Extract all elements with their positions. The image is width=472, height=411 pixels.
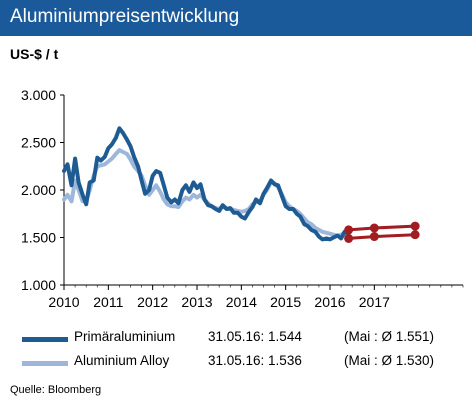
legend-value-primary: 31.05.16: 1.544 [208, 329, 302, 344]
x-tick-label: 2013 [181, 294, 212, 310]
forecast-point [344, 225, 354, 235]
series-line-primary [62, 126, 351, 242]
chart-title: Aluminiumpreisentwicklung [10, 6, 240, 27]
y-tick-label: 2.500 [21, 135, 56, 151]
forecast-point [410, 221, 420, 231]
y-tick-label: 3.000 [21, 87, 56, 103]
legend-swatch-alloy [22, 361, 68, 366]
forecast-line-1 [347, 224, 417, 232]
legend-avg-primary: (Mai : Ø 1.551) [344, 329, 435, 344]
source-note: Quelle: Bloomberg [10, 384, 102, 396]
legend-label-alloy: Aluminium Alloy [74, 353, 170, 368]
y-tick-label: 2.000 [21, 182, 56, 198]
legend-label-primary: Primäraluminium [74, 329, 176, 344]
legend-avg-alloy: (Mai : Ø 1.530) [344, 353, 435, 368]
y-axis-unit-label: US-$ / t [10, 46, 59, 62]
chart-series [62, 126, 420, 243]
x-tick-label: 2017 [359, 294, 390, 310]
forecast-point [369, 223, 379, 233]
chart-axes: 1.000 1.500 2.000 2.500 3.000 2010 2011 2012 201… [21, 87, 464, 310]
x-tick-label: 2015 [270, 294, 301, 310]
forecast-point [410, 230, 420, 240]
x-tick-label: 2010 [48, 294, 79, 310]
x-tick-label: 2014 [226, 294, 257, 310]
x-tick-label: 2012 [137, 294, 168, 310]
title-bar: Aluminiumpreisentwicklung [0, 0, 472, 36]
x-tick-label: 2011 [93, 294, 123, 310]
x-tick-label: 2016 [314, 294, 345, 310]
series-line-alloy [62, 148, 351, 238]
y-tick-label: 1.500 [21, 230, 56, 246]
legend-swatch-primary [22, 337, 68, 342]
forecast-line-2 [347, 233, 417, 240]
legend-value-alloy: 31.05.16: 1.536 [208, 353, 302, 368]
forecast-point [344, 233, 354, 243]
forecast-point [369, 232, 379, 242]
y-tick-label: 1.000 [21, 277, 56, 293]
